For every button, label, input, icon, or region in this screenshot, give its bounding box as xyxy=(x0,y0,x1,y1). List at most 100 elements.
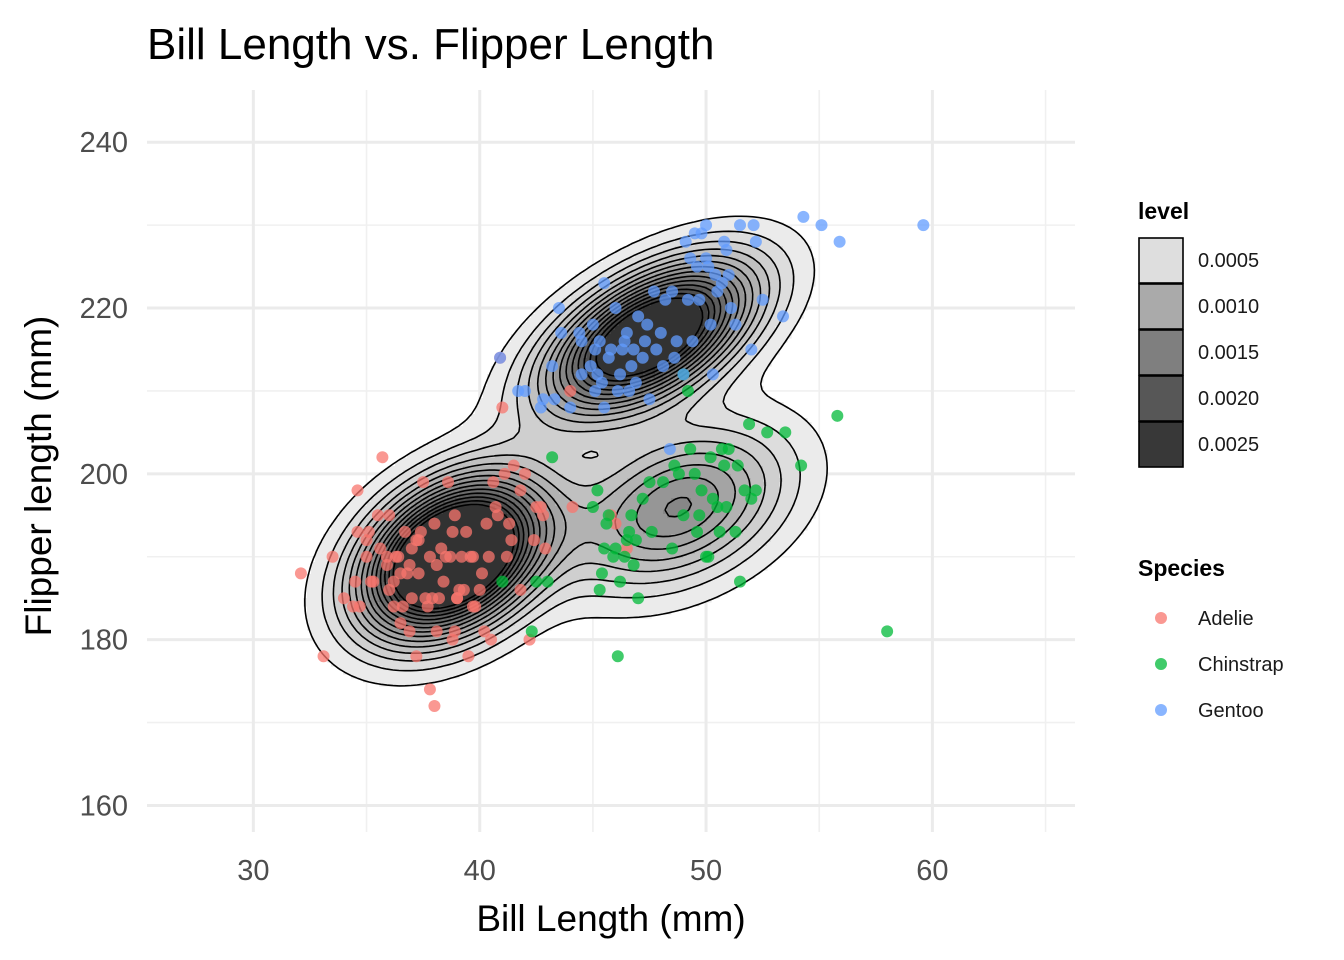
density-cell xyxy=(763,358,768,363)
density-cell xyxy=(767,478,772,483)
density-cell xyxy=(727,222,732,227)
density-cell xyxy=(643,254,648,259)
density-cell xyxy=(767,298,772,303)
density-cell xyxy=(683,246,688,251)
density-cell xyxy=(691,250,696,255)
density-cell xyxy=(623,438,628,443)
density-cell xyxy=(539,426,544,431)
density-cell xyxy=(735,482,740,487)
density-cell xyxy=(695,454,700,459)
density-cell xyxy=(751,290,756,295)
density-cell xyxy=(575,474,580,479)
density-cell xyxy=(707,242,712,247)
density-cell xyxy=(655,242,660,247)
density-cell xyxy=(671,298,676,303)
density-cell xyxy=(807,250,812,255)
density-cell xyxy=(819,466,824,471)
density-cell xyxy=(567,422,572,427)
density-cell xyxy=(531,398,536,403)
density-cell xyxy=(755,350,760,355)
density-cell xyxy=(543,318,548,323)
density-cell xyxy=(491,402,496,407)
density-cell xyxy=(731,378,736,383)
density-cell xyxy=(551,422,556,427)
density-cell xyxy=(751,306,756,311)
density-cell xyxy=(547,310,552,315)
density-cell xyxy=(747,462,752,467)
density-cell xyxy=(515,426,520,431)
density-cell xyxy=(759,334,764,339)
density-cell xyxy=(811,438,816,443)
density-cell xyxy=(671,402,676,407)
density-cell xyxy=(755,354,760,359)
density-cell xyxy=(623,406,628,411)
density-cell xyxy=(487,490,492,495)
density-cell xyxy=(791,418,796,423)
density-cell xyxy=(763,310,768,315)
density-cell xyxy=(795,478,800,483)
density-cell xyxy=(475,418,480,423)
density-cell xyxy=(755,390,760,395)
density-cell xyxy=(579,346,584,351)
density-cell xyxy=(735,270,740,275)
density-cell xyxy=(499,454,504,459)
density-cell xyxy=(431,442,436,447)
density-cell xyxy=(491,374,496,379)
density-cell xyxy=(615,278,620,283)
density-cell xyxy=(771,410,776,415)
density-cell xyxy=(603,350,608,355)
density-cell xyxy=(647,258,652,263)
density-cell xyxy=(727,470,732,475)
density-cell xyxy=(667,470,672,475)
density-cell xyxy=(547,306,552,311)
density-cell xyxy=(735,470,740,475)
density-cell xyxy=(727,486,732,491)
density-cell xyxy=(639,402,644,407)
density-cell xyxy=(783,442,788,447)
density-cell xyxy=(491,366,496,371)
density-cell xyxy=(615,298,620,303)
density-cell xyxy=(731,486,736,491)
density-cell xyxy=(683,314,688,319)
density-cell xyxy=(695,286,700,291)
density-cell xyxy=(795,474,800,479)
density-cell xyxy=(575,378,580,383)
density-cell xyxy=(815,482,820,487)
density-cell xyxy=(539,454,544,459)
density-cell xyxy=(763,246,768,251)
density-cell xyxy=(763,334,768,339)
density-cell xyxy=(747,414,752,419)
density-cell xyxy=(815,454,820,459)
density-cell xyxy=(635,274,640,279)
density-cell xyxy=(611,270,616,275)
density-cell xyxy=(447,454,452,459)
density-cell xyxy=(675,286,680,291)
density-cell xyxy=(371,486,376,491)
density-cell xyxy=(651,434,656,439)
density-cell xyxy=(515,422,520,427)
density-cell xyxy=(775,414,780,419)
density-cell xyxy=(767,454,772,459)
density-cell xyxy=(643,310,648,315)
density-cell xyxy=(771,234,776,239)
density-cell xyxy=(539,306,544,311)
density-cell xyxy=(367,482,372,487)
density-cell xyxy=(543,314,548,319)
density-cell xyxy=(635,250,640,255)
density-cell xyxy=(635,370,640,375)
density-cell xyxy=(643,378,648,383)
density-cell xyxy=(527,326,532,331)
density-cell xyxy=(503,450,508,455)
density-cell xyxy=(791,258,796,263)
density-cell xyxy=(623,322,628,327)
density-cell xyxy=(551,354,556,359)
density-cell xyxy=(651,438,656,443)
density-cell xyxy=(523,350,528,355)
density-cell xyxy=(667,258,672,263)
density-cell xyxy=(515,442,520,447)
density-cell xyxy=(507,398,512,403)
density-cell xyxy=(775,318,780,323)
density-cell xyxy=(455,434,460,439)
density-cell xyxy=(435,438,440,443)
density-cell xyxy=(807,266,812,271)
